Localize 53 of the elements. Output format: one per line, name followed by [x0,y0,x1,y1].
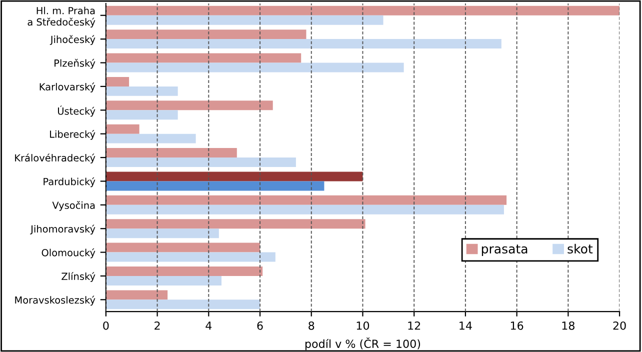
bar [106,172,363,182]
bar [106,195,507,205]
legend-label: skot [568,244,593,254]
bar [106,242,260,252]
y-tick-label: Ústecký [58,106,96,117]
x-axis-title: podíl v % (ČR = 100) [305,338,420,350]
y-tick-label: Karlovarský [40,82,96,92]
x-tick-label: 10 [356,321,370,330]
bar [106,252,276,262]
y-tick-label: Jihočeský [50,35,96,45]
bar [106,266,263,276]
y-tick-label: Moravskoslezský [15,296,96,306]
bar [106,124,140,134]
bar [106,158,296,167]
y-tick-label: Jihomoravský [30,224,96,235]
bar [106,290,168,300]
x-tick-label: 2 [154,321,160,330]
bar [106,53,302,63]
y-tick-label: Olomoucký [42,248,96,258]
x-tick-label: 4 [206,322,212,330]
y-tick-label: Plzeňský [54,58,96,69]
bar [106,100,273,110]
x-tick-label: 18 [562,321,574,330]
bar [106,219,366,229]
bar [106,204,504,214]
y-tick-label: Zlínský [62,272,96,282]
bar [106,228,219,238]
x-tick-label: 8 [308,321,314,330]
x-tick-label: 20 [613,321,626,330]
bar [106,110,178,120]
x-tick-label: 0 [103,321,109,330]
legend-label: prasata [482,244,528,256]
bar [106,300,260,310]
bar [106,86,178,96]
x-tick-label: 16 [510,321,524,330]
bar [106,39,502,49]
x-tick-label: 12 [408,321,420,330]
bar [106,148,237,158]
y-tick-label: Hl. m. Praha a Středočeský [28,6,96,28]
bar [106,276,222,286]
bar [106,6,620,16]
y-tick-label: Pardubický [44,177,96,188]
bar [106,181,324,191]
bar [106,30,306,40]
y-tick-label: Královéhradecký [15,154,96,164]
x-tick-label: 14 [460,322,472,330]
x-tick-label: 6 [257,321,263,330]
bar [106,15,384,25]
y-tick-label: Vysočina [52,201,95,211]
bar [106,62,404,72]
bar [106,134,196,144]
y-tick-label: Liberecký [50,130,96,140]
bar [106,76,130,86]
